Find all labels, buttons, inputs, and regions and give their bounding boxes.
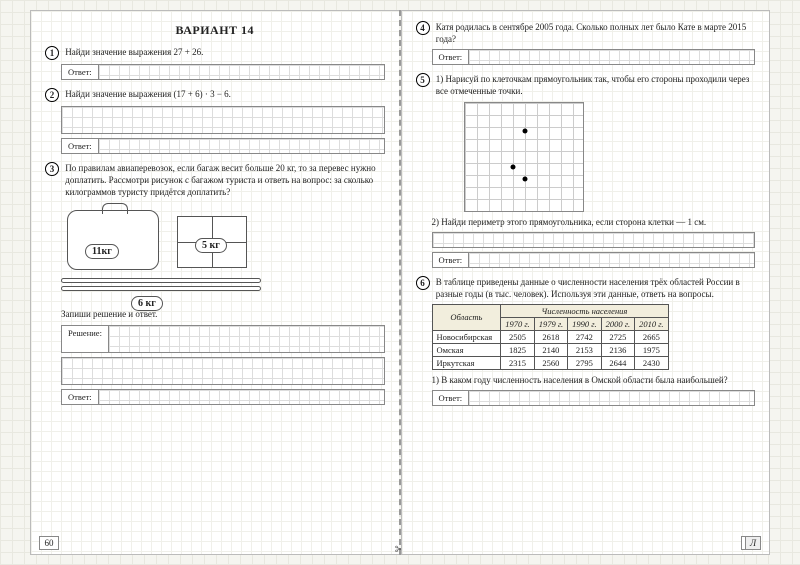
- th-year: 2000 г.: [601, 317, 634, 330]
- q5-part2: 2) Найди периметр этого прямоугольника, …: [432, 216, 756, 228]
- grid-dot: [522, 176, 527, 181]
- td-val: 2315: [501, 356, 534, 369]
- td-val: 1825: [501, 343, 534, 356]
- q6-text: В таблице приведены данные о численности…: [436, 276, 754, 300]
- table-row: Иркутская 2315 2560 2795 2644 2430: [432, 356, 668, 369]
- td-val: 2136: [601, 343, 634, 356]
- td-val: 2430: [635, 356, 668, 369]
- page-left: ВАРИАНТ 14 1 Найди значение выражения 27…: [30, 10, 399, 555]
- work-grid[interactable]: [432, 232, 756, 248]
- work-grid[interactable]: [61, 106, 385, 134]
- page-number-left: 60: [39, 536, 59, 550]
- q3-write-label: Запиши решение и ответ.: [61, 308, 385, 320]
- q1-number: 1: [45, 46, 59, 60]
- th-year: 1979 г.: [534, 317, 567, 330]
- td-val: 2140: [534, 343, 567, 356]
- th-region: Область: [432, 304, 501, 330]
- publisher-mark: Л: [745, 536, 761, 550]
- answer-grid[interactable]: [98, 138, 385, 154]
- suitcase-icon: [67, 210, 159, 270]
- solution-label: Решение:: [61, 325, 108, 353]
- weight-tag-box: 5 кг: [195, 238, 227, 253]
- answer-grid[interactable]: [98, 389, 385, 405]
- answer-label: Ответ:: [61, 389, 98, 405]
- td-val: 2644: [601, 356, 634, 369]
- answer-label: Ответ:: [432, 252, 469, 268]
- table-row: Омская 1825 2140 2153 2136 1975: [432, 343, 668, 356]
- q4-number: 4: [416, 21, 430, 35]
- td-region: Омская: [432, 343, 501, 356]
- answer-grid[interactable]: [468, 49, 755, 65]
- weight-tag-skis: 6 кг: [131, 296, 163, 311]
- td-val: 1975: [635, 343, 668, 356]
- q6-number: 6: [416, 276, 430, 290]
- population-table: Область Численность населения 1970 г. 19…: [432, 304, 669, 370]
- td-region: Иркутская: [432, 356, 501, 369]
- question-6: 6 В таблице приведены данные о численнос…: [416, 276, 756, 406]
- weight-tag-suitcase: 11кг: [85, 244, 119, 259]
- question-5: 5 1) Нарисуй по клеточкам прямоугольник …: [416, 73, 756, 267]
- q3-number: 3: [45, 162, 59, 176]
- variant-title: ВАРИАНТ 14: [45, 23, 385, 38]
- q6-sub1: 1) В каком году численность населения в …: [432, 374, 756, 386]
- td-val: 2618: [534, 330, 567, 343]
- q5-part1: 1) Нарисуй по клеточкам прямоугольник та…: [436, 73, 754, 97]
- q1-text: Найди значение выражения 27 + 26.: [65, 46, 383, 58]
- work-grid[interactable]: [61, 357, 385, 385]
- answer-label: Ответ:: [61, 138, 98, 154]
- question-1: 1 Найди значение выражения 27 + 26. Отве…: [45, 46, 385, 80]
- q4-text: Катя родилась в сентябре 2005 года. Скол…: [436, 21, 754, 45]
- answer-label: Ответ:: [432, 390, 469, 406]
- td-val: 2725: [601, 330, 634, 343]
- td-val: 2153: [568, 343, 601, 356]
- td-val: 2505: [501, 330, 534, 343]
- rectangle-grid[interactable]: [464, 102, 584, 212]
- question-3: 3 По правилам авиаперевозок, если багаж …: [45, 162, 385, 405]
- th-year: 1990 г.: [568, 317, 601, 330]
- answer-label: Ответ:: [432, 49, 469, 65]
- answer-grid[interactable]: [468, 390, 755, 406]
- td-val: 2795: [568, 356, 601, 369]
- grid-dot: [522, 128, 527, 133]
- skis-icon: [61, 276, 271, 298]
- luggage-illustration: 11кг 5 кг 6 кг: [61, 204, 385, 304]
- td-val: 2560: [534, 356, 567, 369]
- td-val: 2742: [568, 330, 601, 343]
- grid-dot: [510, 164, 515, 169]
- q3-text: По правилам авиаперевозок, если багаж ве…: [65, 162, 383, 198]
- answer-grid[interactable]: [468, 252, 755, 268]
- table-row: Новосибирская 2505 2618 2742 2725 2665: [432, 330, 668, 343]
- answer-label: Ответ:: [61, 64, 98, 80]
- answer-grid[interactable]: [98, 64, 385, 80]
- th-year: 1970 г.: [501, 317, 534, 330]
- q5-number: 5: [416, 73, 430, 87]
- q2-number: 2: [45, 88, 59, 102]
- th-group: Численность населения: [501, 304, 668, 317]
- question-2: 2 Найди значение выражения (17 + 6) · 3 …: [45, 88, 385, 154]
- q2-text: Найди значение выражения (17 + 6) · 3 − …: [65, 88, 383, 100]
- th-year: 2010 г.: [635, 317, 668, 330]
- td-val: 2665: [635, 330, 668, 343]
- page-right: 4 Катя родилась в сентябре 2005 года. Ск…: [401, 10, 771, 555]
- solution-grid[interactable]: [108, 325, 385, 353]
- td-region: Новосибирская: [432, 330, 501, 343]
- question-4: 4 Катя родилась в сентябре 2005 года. Ск…: [416, 21, 756, 65]
